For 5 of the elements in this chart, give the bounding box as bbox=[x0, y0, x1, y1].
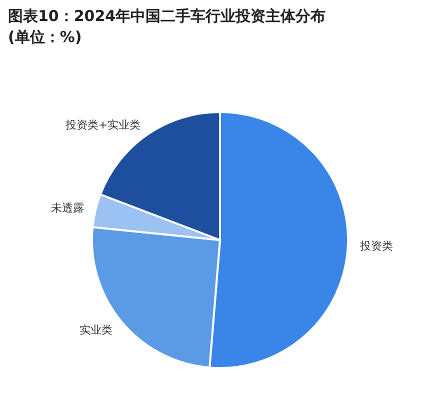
slice-label: 投资类 bbox=[358, 240, 393, 253]
slice-label: 实业类 bbox=[79, 324, 112, 337]
slice-label: 未透露 bbox=[50, 202, 84, 215]
chart-title: 图表10：2024年中国二手车行业投资主体分布(单位：%) bbox=[8, 6, 327, 48]
slice-label: 投资类+实业类 bbox=[64, 118, 141, 132]
